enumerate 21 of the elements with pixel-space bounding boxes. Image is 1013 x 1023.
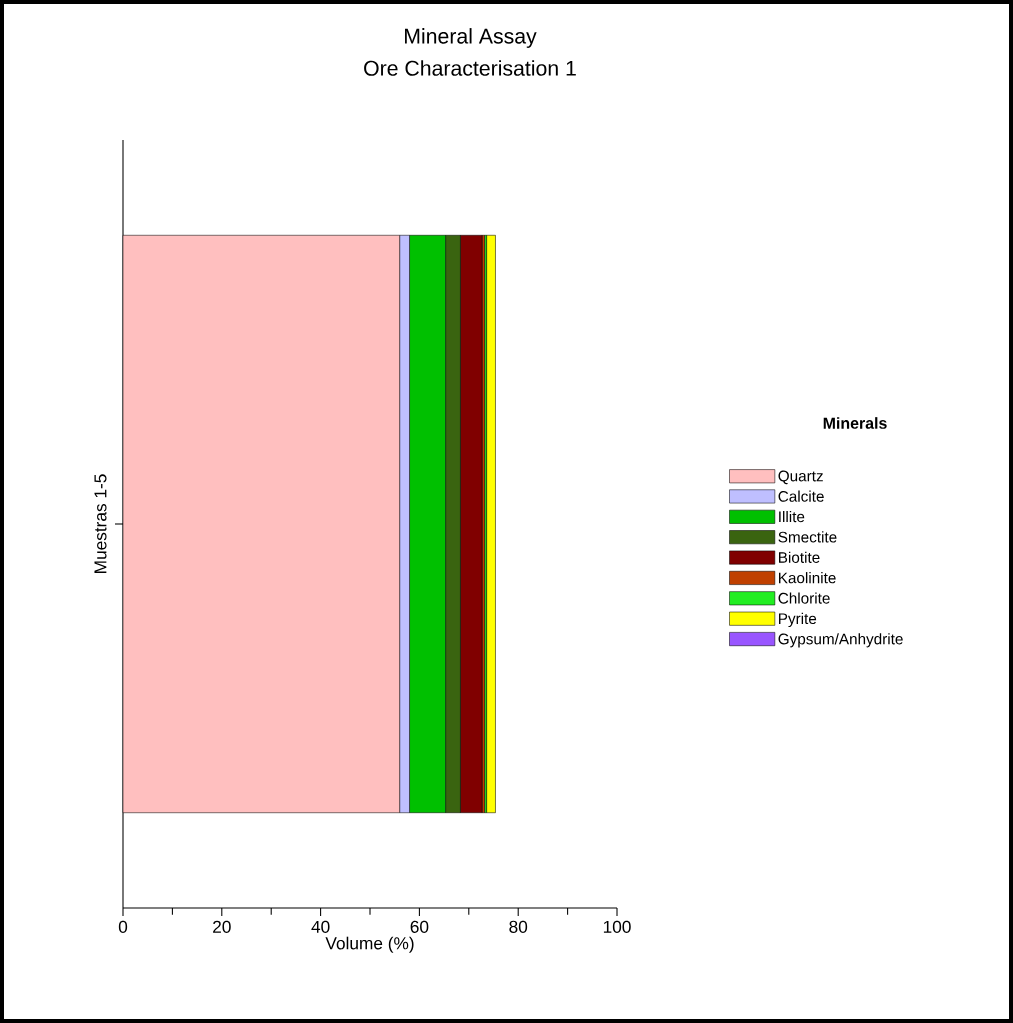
chart-title: Mineral Assay [405,28,537,48]
x-tick-label: 60 [410,920,429,933]
legend-label: Biotite [779,551,820,563]
legend-label: Gypsum/Anhydrite [778,633,903,648]
x-axis-title: Volume (%) [325,936,414,953]
legend-label: Kaolinite [779,572,836,584]
x-tick-label: 20 [213,920,231,933]
legend-title: Minerals [823,417,887,429]
x-tick-label: 40 [311,920,330,933]
x-tick-label: 0 [118,920,128,933]
chart-subtitle: Ore Characterisation 1 [364,60,576,76]
legend-label: Quartz [778,470,823,485]
y-axis-title: Muestras 1-5 [94,474,107,573]
bar [486,235,496,813]
x-tick-label: 100 [603,920,631,933]
legend-label: Smectite [778,531,837,543]
legend-label: Chlorite [778,592,830,604]
legend-label: Pyrite [779,612,817,628]
legend-label: Calcite [778,490,824,502]
x-tick-label: 80 [509,920,528,933]
legend-label: Illite [779,510,805,523]
